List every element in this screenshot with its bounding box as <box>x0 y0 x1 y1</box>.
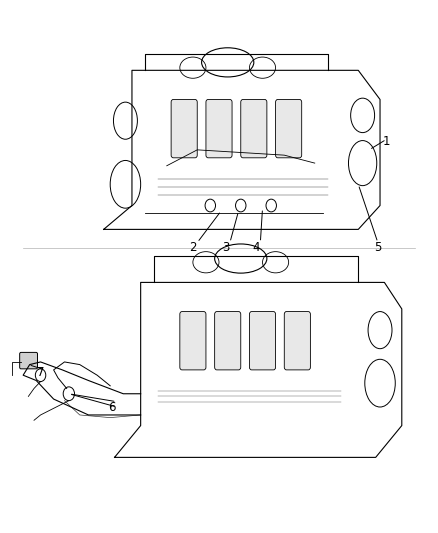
Text: 6: 6 <box>109 400 116 414</box>
Text: 1: 1 <box>383 135 390 148</box>
FancyBboxPatch shape <box>180 312 206 370</box>
Text: 3: 3 <box>222 241 229 254</box>
Text: 5: 5 <box>374 241 381 254</box>
Circle shape <box>266 199 276 212</box>
Circle shape <box>236 199 246 212</box>
FancyBboxPatch shape <box>206 100 232 158</box>
FancyBboxPatch shape <box>250 312 276 370</box>
FancyBboxPatch shape <box>241 100 267 158</box>
FancyBboxPatch shape <box>276 100 302 158</box>
Circle shape <box>63 387 74 401</box>
Circle shape <box>35 369 46 382</box>
Circle shape <box>205 199 215 212</box>
FancyBboxPatch shape <box>171 100 197 158</box>
FancyBboxPatch shape <box>20 352 38 369</box>
Text: 7: 7 <box>37 366 44 379</box>
FancyBboxPatch shape <box>215 312 241 370</box>
FancyBboxPatch shape <box>284 312 311 370</box>
Text: 2: 2 <box>189 241 197 254</box>
Text: 4: 4 <box>252 241 260 254</box>
